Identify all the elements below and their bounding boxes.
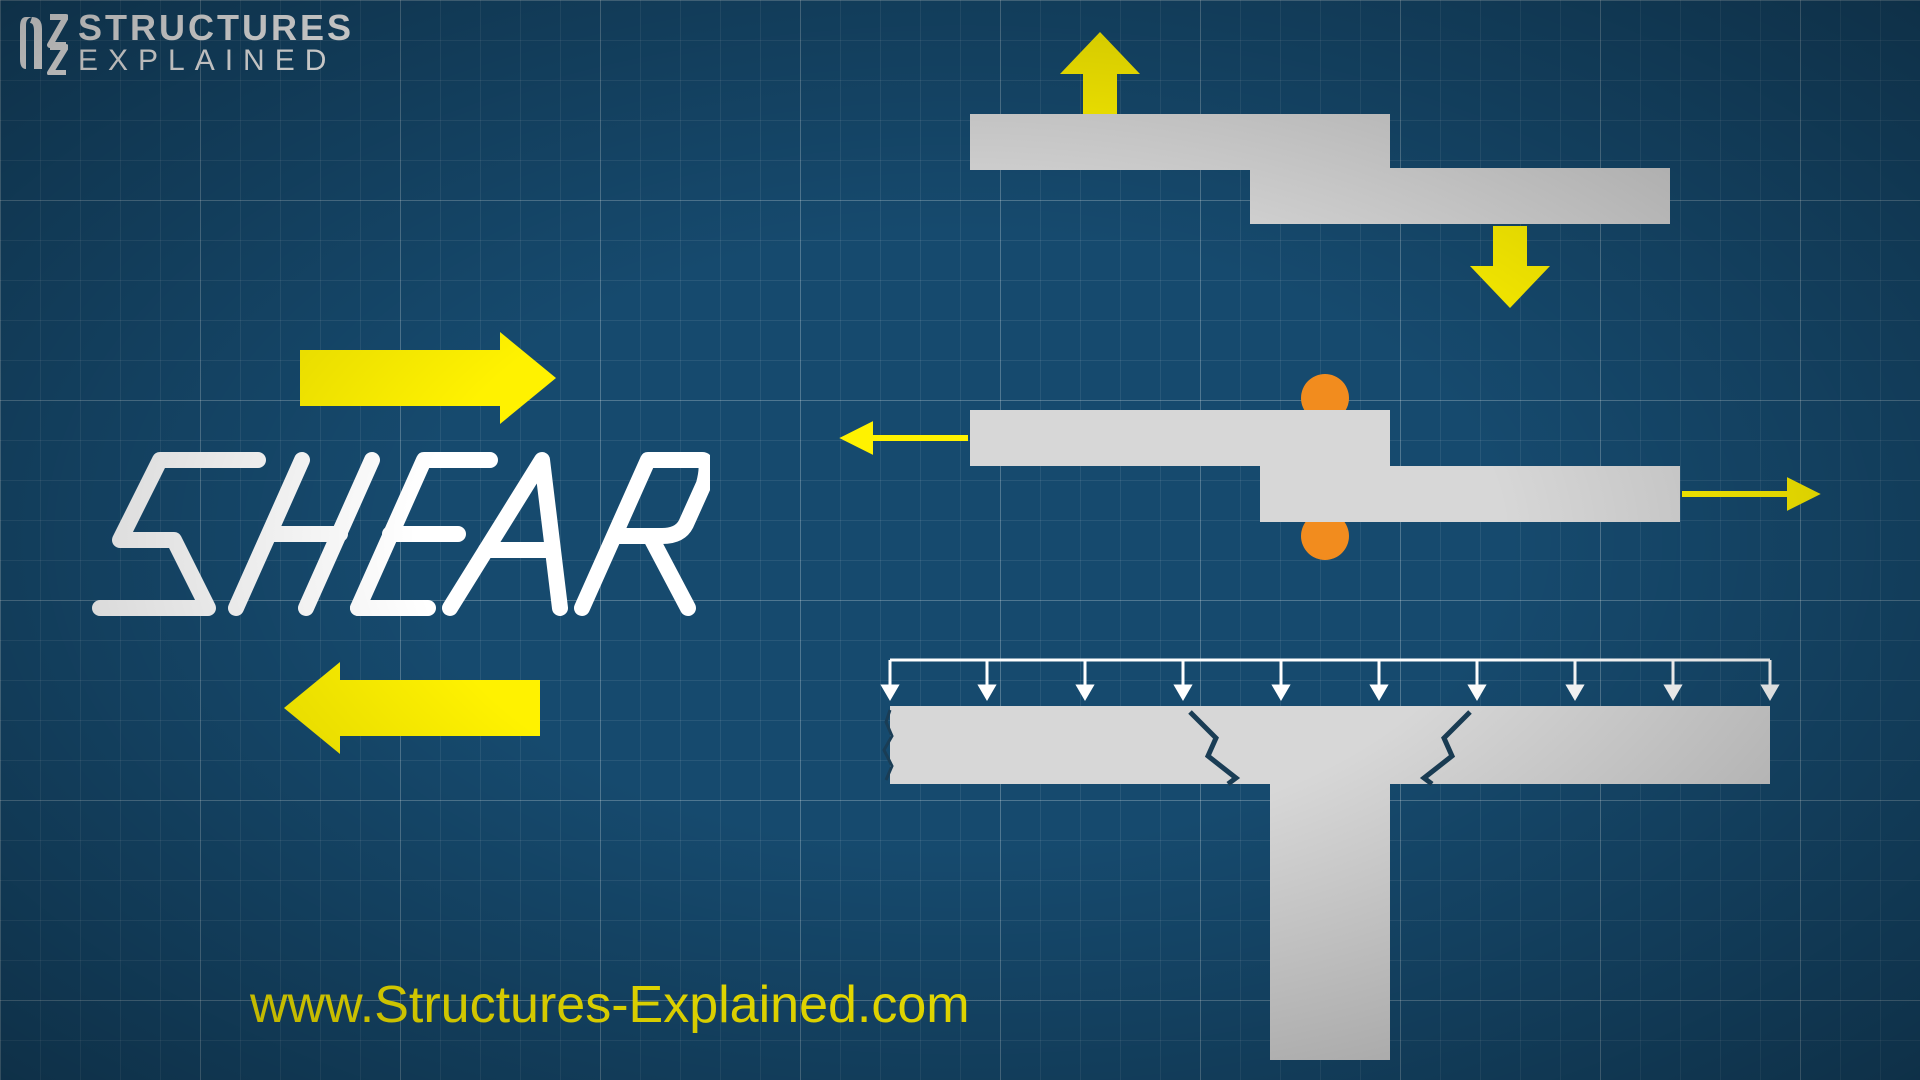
diagram-beam-column xyxy=(870,640,1820,1060)
website-url: www.Structures-Explained.com xyxy=(250,975,970,1035)
title-arrow-left-icon xyxy=(340,680,540,736)
brand-line1: STRUCTURES xyxy=(78,10,354,46)
title-arrow-right-icon xyxy=(300,350,500,406)
shear-block-top xyxy=(970,114,1390,170)
arrow-right-thin-icon xyxy=(1682,482,1814,506)
arrow-left-thin-icon xyxy=(846,426,968,450)
diagram-vertical-shear xyxy=(970,90,1670,310)
brand-logo-text: STRUCTURES EXPLAINED xyxy=(78,10,354,76)
column xyxy=(1250,706,1410,1060)
udl-load-icon xyxy=(883,660,1777,698)
bolt-plate-bottom xyxy=(1260,466,1680,522)
arrow-down-icon xyxy=(1470,226,1550,308)
diagram-bolt-shear xyxy=(840,390,1840,570)
brand-logo: STRUCTURES EXPLAINED xyxy=(20,10,354,76)
brand-logo-mark-icon xyxy=(20,11,68,75)
brand-line2: EXPLAINED xyxy=(78,46,354,76)
shear-block-bottom xyxy=(1250,168,1670,224)
